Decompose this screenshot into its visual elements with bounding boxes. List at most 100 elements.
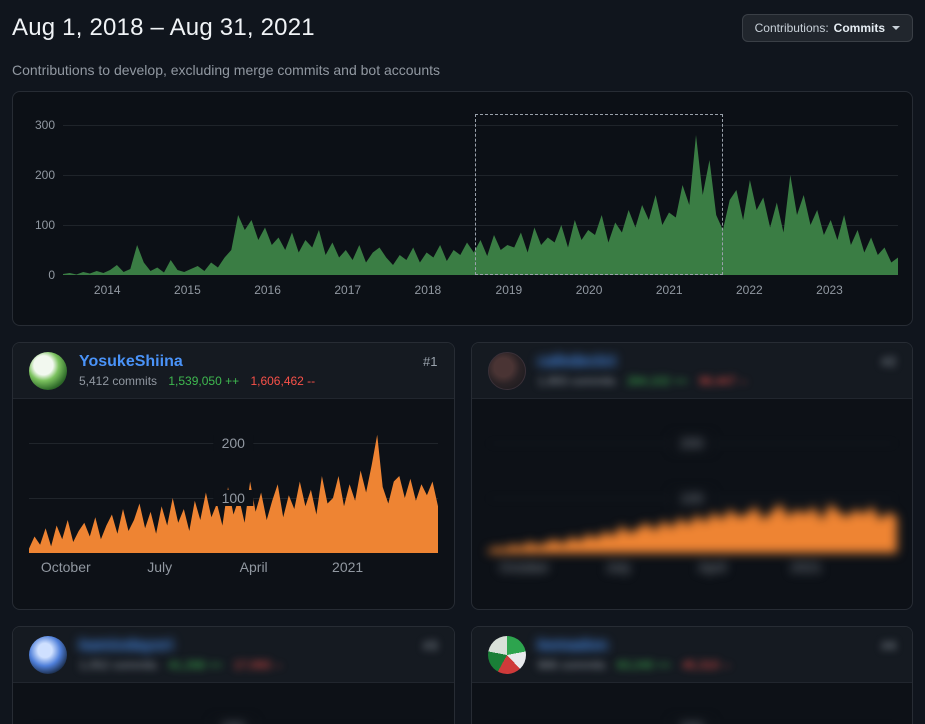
x-axis-tick-label: 2022 xyxy=(736,283,763,297)
additions-count: 63,240 ++ xyxy=(616,658,671,672)
x-axis-tick-label: 2017 xyxy=(334,283,362,297)
contributor-info: YosukeShiina 5,412 commits 1,539,050 ++ … xyxy=(79,353,315,388)
additions-count: 284,102 ++ xyxy=(626,374,688,388)
area-chart-shape xyxy=(29,683,438,724)
y-axis-tick-label: 200 xyxy=(672,435,712,451)
x-axis-tick-label: 2021 xyxy=(790,559,822,575)
avatar[interactable] xyxy=(29,351,67,390)
contributor-card-header: kamiodayori 1,052 commits 41,268 ++ 17,0… xyxy=(13,627,454,683)
page-subtitle: Contributions to develop, excluding merg… xyxy=(12,62,441,78)
contributor-card-4: kemadon 986 commits 63,240 ++ 45,310 -- … xyxy=(470,626,913,724)
chevron-down-icon xyxy=(892,26,900,30)
contributor-stats: 986 commits 63,240 ++ 45,310 -- xyxy=(538,658,731,672)
y-axis-tick-label: 200 xyxy=(213,719,253,724)
contributor-area-chart: 100 200 October July April 2021 xyxy=(472,399,913,583)
contributor-info: cafedeclct 1,893 commits 284,102 ++ 96,4… xyxy=(538,353,747,388)
deletions-count: 45,310 -- xyxy=(682,658,731,672)
contributor-card-header: YosukeShiina 5,412 commits 1,539,050 ++ … xyxy=(13,343,454,399)
y-axis-tick-label: 200 xyxy=(672,719,712,724)
contributor-card-3: kamiodayori 1,052 commits 41,268 ++ 17,0… xyxy=(12,626,455,724)
contributor-username-link[interactable]: YosukeShiina xyxy=(79,353,183,370)
area-chart-shape xyxy=(63,135,898,275)
contributor-info: kamiodayori 1,052 commits 41,268 ++ 17,0… xyxy=(79,637,282,672)
contributor-chart-x-axis: October July April 2021 xyxy=(29,553,438,583)
y-axis-tick-label: 200 xyxy=(34,168,55,182)
commits-count: 1,893 commits xyxy=(537,374,616,388)
rank-badge: #3 xyxy=(423,638,438,653)
contributor-username-link[interactable]: kemadon xyxy=(537,637,608,654)
rank-badge: #2 xyxy=(881,354,896,369)
x-axis-tick-label: April xyxy=(698,559,727,575)
deletions-count: 96,447 -- xyxy=(698,374,747,388)
contributor-chart-plot-area: 100 200 xyxy=(487,399,897,553)
y-axis-tick-label: 0 xyxy=(48,268,55,282)
contributions-filter-value: Commits xyxy=(833,21,885,35)
avatar[interactable] xyxy=(487,351,526,390)
commits-count: 986 commits xyxy=(537,658,606,672)
x-axis-tick-label: 2016 xyxy=(254,283,281,297)
rank-badge: #4 xyxy=(881,638,896,653)
x-axis-tick-label: 2023 xyxy=(816,283,843,297)
main-chart-x-axis: 2014 2015 2016 2017 2018 2019 2020 2021 2022 2023 xyxy=(63,275,898,301)
y-axis-tick-label: 100 xyxy=(672,490,712,506)
contributor-area-chart: 100 200 October July April 2021 xyxy=(13,399,454,583)
x-axis-tick-label: 2015 xyxy=(174,283,201,297)
x-axis-tick-label: April xyxy=(239,559,268,575)
y-axis-tick-label: 100 xyxy=(34,218,55,232)
contributor-stats: 1,893 commits 284,102 ++ 96,447 -- xyxy=(538,374,747,388)
x-axis-tick-label: October xyxy=(499,559,550,575)
contributor-username-link[interactable]: kamiodayori xyxy=(79,637,174,654)
contributor-stats: 1,052 commits 41,268 ++ 17,093 -- xyxy=(79,658,282,672)
main-contributions-graph-panel: 0 100 200 300 2014 2015 2016 2017 2018 2019 2020 2… xyxy=(12,91,913,326)
gridline xyxy=(63,175,898,176)
area-chart-shape xyxy=(487,503,897,553)
contributor-card-2: cafedeclct 1,893 commits 284,102 ++ 96,4… xyxy=(470,342,913,610)
additions-count: 41,268 ++ xyxy=(168,658,223,672)
x-axis-tick-label: 2021 xyxy=(655,283,683,297)
area-chart-shape xyxy=(29,434,438,553)
contributor-chart-body: 100 200 October July April 2021 xyxy=(472,399,913,609)
y-axis-tick-label: 300 xyxy=(34,118,55,132)
rank-badge: #1 xyxy=(423,354,438,369)
contributions-filter-label: Contributions: xyxy=(754,21,829,35)
contributor-chart-x-axis: October July April 2021 xyxy=(488,553,897,583)
contributor-card-header: cafedeclct 1,893 commits 284,102 ++ 96,4… xyxy=(471,343,912,399)
x-axis-tick-label: 2019 xyxy=(495,283,523,297)
additions-count: 1,539,050 ++ xyxy=(168,374,240,388)
x-axis-tick-label: 2021 xyxy=(332,559,364,575)
contributor-chart-plot-area: 100 200 xyxy=(29,399,438,553)
page-header: Aug 1, 2018 – Aug 31, 2021 Contributions… xyxy=(12,14,913,42)
contributor-cards-grid: YosukeShiina 5,412 commits 1,539,050 ++ … xyxy=(12,342,913,724)
commits-count: 5,412 commits xyxy=(79,374,158,388)
x-axis-tick-label: 2020 xyxy=(575,283,603,297)
x-axis-tick-label: October xyxy=(40,559,91,575)
avatar[interactable] xyxy=(487,635,526,674)
x-axis-tick-label: July xyxy=(605,559,631,575)
contributor-username-link[interactable]: cafedeclct xyxy=(537,353,616,370)
y-axis-tick-label: 200 xyxy=(213,435,253,451)
x-axis-tick-label: 2018 xyxy=(414,283,442,297)
deletions-count: 17,093 -- xyxy=(233,658,282,672)
deletions-count: 1,606,462 -- xyxy=(250,374,316,388)
commits-count: 1,052 commits xyxy=(79,658,158,672)
contributor-info: kemadon 986 commits 63,240 ++ 45,310 -- xyxy=(538,637,731,672)
gridline xyxy=(63,225,898,226)
y-axis-tick-label: 100 xyxy=(213,490,253,506)
contributions-filter-button[interactable]: Contributions: Commits xyxy=(741,14,913,42)
date-range-heading: Aug 1, 2018 – Aug 31, 2021 xyxy=(12,14,315,41)
main-chart-plot-area[interactable]: 0 100 200 300 xyxy=(35,110,898,282)
main-contributions-chart[interactable]: 0 100 200 300 2014 2015 2016 2017 2018 2019 2020 2… xyxy=(35,110,898,301)
area-chart-shape xyxy=(488,683,897,724)
x-axis-tick-label: July xyxy=(147,559,173,575)
gridline xyxy=(63,125,898,126)
x-axis-tick-label: 2014 xyxy=(93,283,121,297)
date-range-selection[interactable] xyxy=(474,114,723,275)
avatar[interactable] xyxy=(29,635,67,674)
contributor-chart-body: 100 200 October July April 2021 xyxy=(13,399,454,609)
